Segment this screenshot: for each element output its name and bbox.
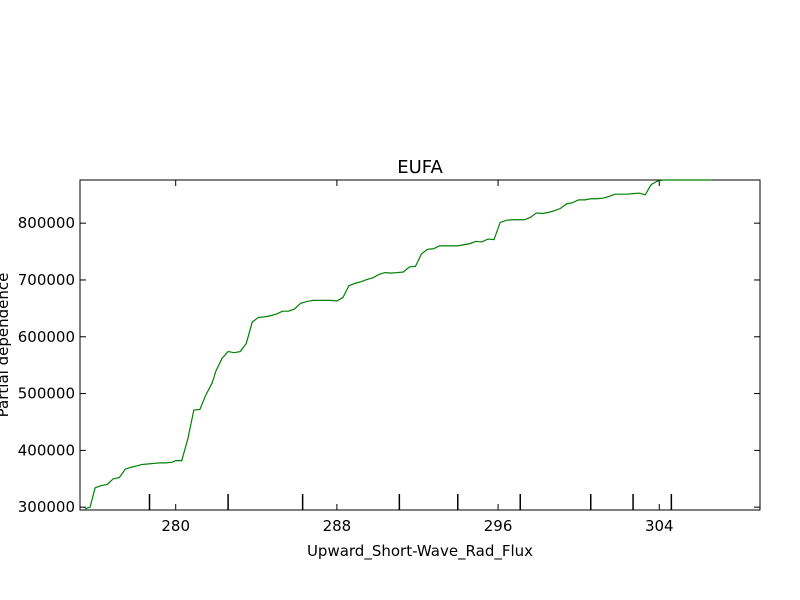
x-tick-label: 280 bbox=[161, 517, 190, 535]
y-tick-label: 400000 bbox=[18, 441, 75, 459]
y-axis-label: Partial dependence bbox=[0, 273, 12, 418]
plot-area bbox=[79, 179, 761, 511]
x-tick-label: 296 bbox=[484, 517, 513, 535]
series-line bbox=[84, 179, 712, 510]
y-tick-label: 800000 bbox=[18, 214, 75, 232]
y-tick-label: 500000 bbox=[18, 385, 75, 403]
plot-lines bbox=[84, 179, 712, 510]
y-tick-label: 700000 bbox=[18, 271, 75, 289]
y-tick-label: 300000 bbox=[18, 498, 75, 516]
x-axis-label: Upward_Short-Wave_Rad_Flux bbox=[307, 542, 533, 561]
x-tick-label: 288 bbox=[323, 517, 352, 535]
x-tick-label: 304 bbox=[645, 517, 674, 535]
y-tick-label: 600000 bbox=[18, 328, 75, 346]
axis-ticks: 280 288 296 304 300000 400000 500000 600000 7000… bbox=[18, 180, 760, 535]
rug-marks bbox=[148, 494, 673, 510]
chart-title: EUFA bbox=[397, 157, 443, 178]
